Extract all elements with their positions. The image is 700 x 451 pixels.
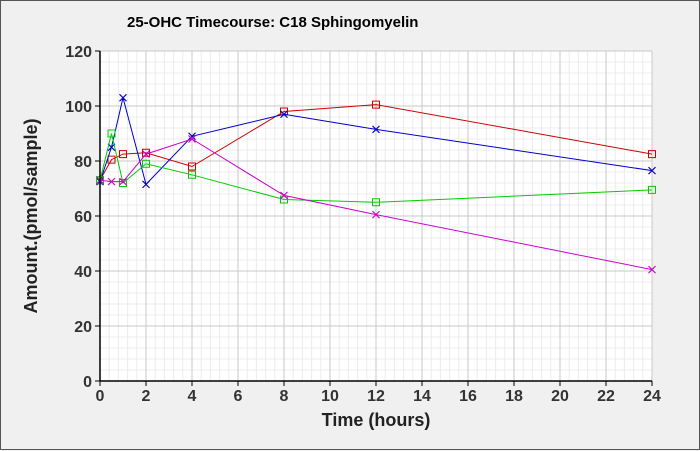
data-point	[372, 100, 380, 109]
data-point	[119, 93, 127, 102]
data-point	[188, 135, 196, 143]
data-point	[119, 150, 127, 159]
chart-title: 25-OHC Timecourse: C18 Sphingomyelin	[127, 14, 418, 31]
data-point	[119, 177, 127, 186]
data-point	[648, 166, 656, 175]
x-tick-label: 6	[234, 388, 243, 405]
data-point	[648, 150, 656, 159]
data-point	[142, 150, 150, 159]
data-point	[142, 159, 150, 168]
x-tick-label: 12	[367, 388, 385, 405]
data-point	[119, 179, 127, 187]
y-tick-label: 20	[74, 319, 92, 336]
data-point	[648, 185, 656, 194]
y-tick-label: 60	[74, 209, 92, 226]
data-point	[372, 210, 380, 219]
data-point	[188, 132, 196, 141]
x-axis-label: Time (hours)	[322, 410, 431, 430]
x-tick-label: 20	[551, 388, 569, 405]
y-tick-label: 0	[83, 374, 92, 391]
x-tick-label: 10	[321, 388, 339, 405]
y-axis-label: Amount.(pmol/sample)	[21, 118, 41, 313]
series-blue-x	[96, 93, 656, 189]
x-tick-label: 14	[413, 388, 431, 405]
x-tick-label: 16	[459, 388, 477, 405]
data-point	[280, 191, 288, 200]
series-line-magenta-x	[99, 138, 653, 271]
x-tick-label: 8	[280, 388, 289, 405]
data-point	[188, 162, 196, 171]
series-green-square	[96, 129, 656, 207]
data-point	[648, 265, 656, 274]
series-magenta-x	[96, 135, 656, 274]
x-tick-label: 22	[597, 388, 615, 405]
y-tick-label: 120	[65, 44, 92, 61]
data-point	[107, 177, 116, 186]
y-tick-label: 40	[74, 264, 92, 281]
data-point	[188, 170, 196, 179]
x-tick-label: 4	[188, 388, 197, 405]
data-point	[142, 180, 150, 189]
data-point	[107, 129, 116, 138]
series-layer	[96, 93, 656, 274]
data-point	[372, 198, 380, 207]
y-tick-label: 100	[65, 99, 92, 116]
x-tick-label: 2	[142, 388, 151, 405]
series-line-blue-x	[99, 97, 653, 186]
series-line-green-square	[99, 133, 653, 203]
x-tick-label: 18	[505, 388, 523, 405]
x-tick-label: 0	[96, 388, 105, 405]
data-point	[372, 125, 380, 134]
x-tick-label: 24	[643, 388, 661, 405]
y-tick-label: 80	[74, 154, 92, 171]
data-point	[107, 155, 116, 164]
data-point	[280, 110, 288, 119]
